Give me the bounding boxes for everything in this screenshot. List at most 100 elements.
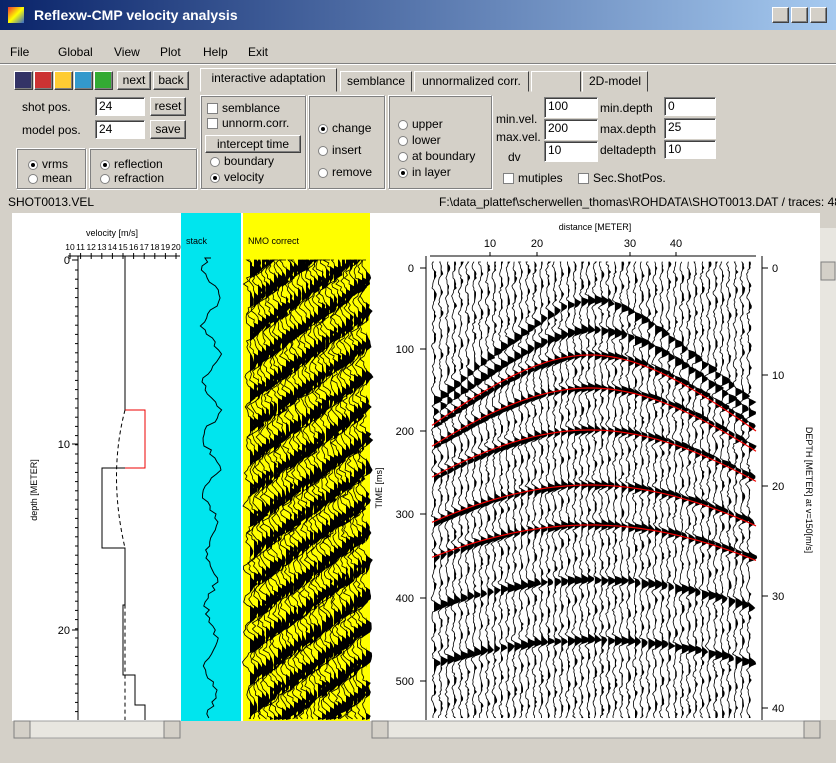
tab[interactable]: interactive adaptation bbox=[200, 68, 337, 92]
tick-label: 19 bbox=[161, 242, 171, 252]
toolbar-icon[interactable] bbox=[34, 71, 53, 90]
scroll-button bbox=[14, 721, 30, 738]
label: SHOT0013.VEL bbox=[8, 195, 94, 209]
text-input[interactable]: 24 bbox=[95, 120, 145, 139]
window-button[interactable] bbox=[772, 7, 789, 23]
tick-label: 500 bbox=[396, 676, 414, 688]
checkbox[interactable] bbox=[578, 173, 589, 184]
radio-button[interactable] bbox=[28, 160, 38, 170]
radio-button[interactable] bbox=[398, 120, 408, 130]
tab[interactable]: unnormalized corr. bbox=[414, 71, 529, 92]
tick-label: 20 bbox=[58, 625, 70, 637]
label: deltadepth bbox=[600, 143, 656, 157]
axis-title: velocity [m/s] bbox=[86, 228, 138, 238]
menu-item[interactable]: View bbox=[114, 45, 140, 59]
axis-title: TIME [ms] bbox=[374, 468, 384, 509]
text-input[interactable]: 0 bbox=[664, 97, 716, 116]
radio-button[interactable] bbox=[318, 124, 328, 134]
label: max.depth bbox=[600, 122, 656, 136]
tick-label: 17 bbox=[139, 242, 149, 252]
label: at boundary bbox=[412, 149, 475, 163]
tick-label: 10 bbox=[772, 370, 784, 382]
menu-item[interactable]: Exit bbox=[248, 45, 268, 59]
panel-label: stack bbox=[186, 236, 208, 246]
radio-button[interactable] bbox=[210, 157, 220, 167]
button[interactable]: save bbox=[150, 120, 186, 139]
menu-item[interactable]: Help bbox=[203, 45, 228, 59]
text-input[interactable]: 10 bbox=[664, 140, 716, 159]
label: lower bbox=[412, 133, 441, 147]
tab[interactable] bbox=[531, 71, 581, 92]
label: change bbox=[332, 121, 371, 135]
label: boundary bbox=[224, 154, 274, 168]
tick-label: 400 bbox=[396, 593, 414, 605]
tick-label: 10 bbox=[58, 439, 70, 451]
tick-label: 18 bbox=[150, 242, 160, 252]
button[interactable]: intercept time bbox=[205, 135, 301, 153]
tick-label: 30 bbox=[624, 238, 636, 250]
scroll-thumb bbox=[821, 262, 835, 280]
label: remove bbox=[332, 165, 372, 179]
tick-label: 0 bbox=[64, 255, 70, 267]
tick-label: 13 bbox=[97, 242, 107, 252]
text-input[interactable]: 24 bbox=[95, 97, 145, 116]
menu-item[interactable]: File bbox=[10, 45, 29, 59]
tick-label: 15 bbox=[118, 242, 128, 252]
label: reflection bbox=[114, 157, 163, 171]
axis-title: DEPTH [METER] at v=150[m/s] bbox=[804, 427, 814, 553]
axis-title: distance [METER] bbox=[559, 222, 632, 232]
tab[interactable]: semblance bbox=[340, 71, 412, 92]
button[interactable]: back bbox=[153, 71, 189, 90]
button[interactable]: reset bbox=[150, 97, 186, 116]
label: velocity bbox=[224, 170, 264, 184]
tick-label: 200 bbox=[396, 426, 414, 438]
toolbar-icon[interactable] bbox=[74, 71, 93, 90]
tick-label: 14 bbox=[108, 242, 118, 252]
tick-label: 11 bbox=[76, 242, 85, 252]
window-button[interactable] bbox=[810, 7, 827, 23]
app-window: velocity [m/s]10111213141516171819200102… bbox=[0, 0, 836, 763]
horizontal-scrollbar bbox=[372, 721, 820, 738]
toolbar-icon[interactable] bbox=[54, 71, 73, 90]
tick-label: 16 bbox=[129, 242, 139, 252]
radio-button[interactable] bbox=[398, 168, 408, 178]
stack-panel bbox=[181, 213, 241, 721]
radio-button[interactable] bbox=[398, 136, 408, 146]
label: in layer bbox=[412, 165, 451, 179]
tab[interactable]: 2D-model bbox=[582, 71, 648, 92]
scroll-button bbox=[804, 721, 820, 738]
radio-button[interactable] bbox=[210, 173, 220, 183]
tick-label: 20 bbox=[531, 238, 543, 250]
radio-button[interactable] bbox=[398, 152, 408, 162]
text-input[interactable]: 100 bbox=[544, 97, 598, 118]
menu-item[interactable]: Global bbox=[58, 45, 93, 59]
scroll-button bbox=[372, 721, 388, 738]
tick-label: 40 bbox=[670, 238, 682, 250]
text-input[interactable]: 10 bbox=[544, 141, 598, 162]
radio-button[interactable] bbox=[100, 174, 110, 184]
radio-button[interactable] bbox=[318, 168, 328, 178]
label: F:\data_plattef\scherwellen_thomas\ROHDA… bbox=[439, 195, 836, 209]
axis-title: depth [METER] bbox=[29, 459, 39, 521]
scroll-button bbox=[164, 721, 180, 738]
tick-label: 0 bbox=[408, 263, 414, 275]
checkbox[interactable] bbox=[207, 118, 218, 129]
tick-label: 20 bbox=[772, 481, 784, 493]
radio-button[interactable] bbox=[100, 160, 110, 170]
checkbox[interactable] bbox=[207, 103, 218, 114]
toolbar-icon[interactable] bbox=[14, 71, 33, 90]
label: shot pos. bbox=[22, 100, 71, 114]
label: Sec.ShotPos. bbox=[593, 171, 666, 185]
window-button[interactable] bbox=[791, 7, 808, 23]
menu-item[interactable]: Plot bbox=[160, 45, 181, 59]
checkbox[interactable] bbox=[503, 173, 514, 184]
text-input[interactable]: 200 bbox=[544, 119, 598, 140]
text-input[interactable]: 25 bbox=[664, 118, 716, 139]
radio-button[interactable] bbox=[318, 146, 328, 156]
toolbar-icon[interactable] bbox=[94, 71, 113, 90]
scrollbar bbox=[820, 228, 836, 720]
label: upper bbox=[412, 117, 443, 131]
button[interactable]: next bbox=[117, 71, 151, 90]
radio-button[interactable] bbox=[28, 174, 38, 184]
label: min.depth bbox=[600, 101, 653, 115]
